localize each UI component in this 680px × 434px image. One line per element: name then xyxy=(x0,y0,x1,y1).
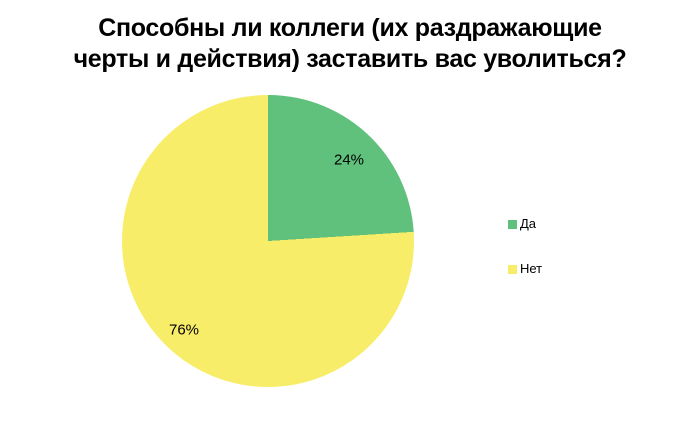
chart-title-line-2: черты и действия) заставить вас уволитьс… xyxy=(73,45,627,73)
legend-swatch-da-icon xyxy=(508,219,517,229)
legend-swatch-net-icon xyxy=(508,264,517,274)
legend-label-net: Нет xyxy=(520,261,543,276)
pie-chart xyxy=(122,95,414,387)
legend-label-da: Да xyxy=(520,216,537,231)
slice-value-label-da: 24% xyxy=(333,151,365,169)
legend-item-da: Да xyxy=(508,217,542,231)
chart-title: Способны ли коллеги (их раздражающие чер… xyxy=(20,13,680,75)
legend-item-net: Нет xyxy=(508,262,542,276)
chart-title-line-1: Способны ли коллеги (их раздражающие xyxy=(98,14,602,42)
legend: Да Нет xyxy=(508,217,542,276)
slice-value-label-net: 76% xyxy=(168,321,200,339)
